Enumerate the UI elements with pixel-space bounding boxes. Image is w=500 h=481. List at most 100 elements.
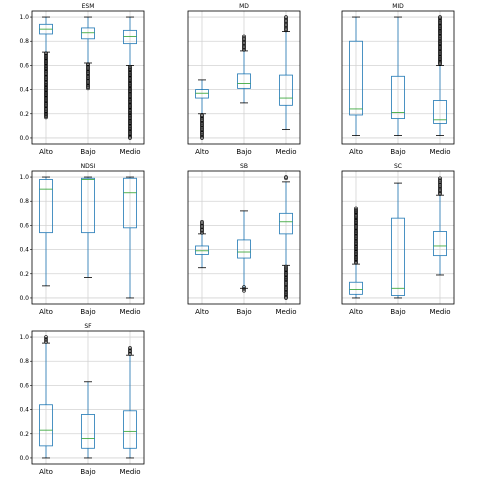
- outlier-point: [44, 58, 48, 63]
- outlier-point: [200, 127, 204, 131]
- panel-esm: 0.0 0.2 0.4 0.6 0.8 1.0 Alto Bajo Medio ESM: [19, 3, 145, 156]
- outlier-point: [438, 25, 442, 29]
- outlier-point: [354, 241, 358, 245]
- outlier-point: [44, 61, 48, 65]
- outlier-point: [128, 133, 132, 138]
- outlier-point: [242, 37, 246, 41]
- outlier-point: [44, 82, 48, 86]
- box-iqr: [433, 231, 447, 257]
- outlier-point: [354, 249, 358, 254]
- outlier-point: [284, 176, 288, 181]
- y-tick-label: 1.0: [19, 334, 29, 341]
- outlier-point: [284, 277, 288, 281]
- y-tick-label: 0.0: [19, 455, 29, 462]
- outlier-point: [128, 114, 132, 118]
- y-tick-label: 0.2: [19, 431, 29, 438]
- outlier-point: [354, 216, 358, 221]
- box-medio: [433, 176, 447, 276]
- outlier-point: [128, 82, 132, 86]
- outlier-point: [284, 20, 288, 25]
- outlier-point: [354, 215, 358, 219]
- outlier-point: [128, 112, 132, 117]
- outlier-point: [44, 84, 48, 89]
- outlier-point: [44, 106, 48, 111]
- outlier-point: [438, 45, 442, 49]
- outlier-point: [128, 75, 132, 80]
- outlier-point: [128, 128, 132, 133]
- panel-frame: [341, 10, 455, 145]
- outlier-point: [86, 68, 90, 73]
- x-tick-label: Alto: [39, 308, 53, 316]
- outlier-point: [128, 78, 132, 82]
- outlier-point: [438, 20, 442, 24]
- outlier-point: [284, 17, 288, 22]
- outlier-point: [128, 93, 132, 97]
- outlier-point: [128, 64, 132, 69]
- outlier-point: [128, 83, 132, 87]
- x-tick-label: Bajo: [236, 148, 251, 156]
- panel-frame: [31, 330, 145, 465]
- outlier-point: [354, 233, 358, 238]
- outlier-point: [354, 235, 358, 239]
- outlier-point: [128, 123, 132, 128]
- panel-title: NDSI: [81, 163, 96, 170]
- panel-title: SF: [84, 323, 92, 330]
- outlier-point: [438, 57, 442, 62]
- outlier-point: [44, 70, 48, 74]
- y-tick-label: 0.4: [19, 247, 29, 254]
- outlier-point: [128, 350, 132, 355]
- outlier-point: [44, 90, 48, 95]
- outlier-point: [128, 91, 132, 96]
- outlier-point: [438, 52, 442, 57]
- outlier-point: [284, 287, 288, 291]
- outlier-point: [354, 231, 358, 236]
- outlier-point: [128, 107, 132, 112]
- outlier-point: [44, 92, 48, 96]
- outlier-point: [44, 93, 48, 98]
- outlier-point: [128, 72, 132, 76]
- outlier-point: [354, 247, 358, 252]
- panel-sb: Alto Bajo Medio SB: [187, 163, 301, 316]
- outlier-point: [200, 117, 204, 121]
- x-tick-label: Alto: [349, 308, 363, 316]
- panel-frame: [187, 10, 301, 145]
- outlier-point: [354, 222, 358, 227]
- outlier-point: [284, 23, 288, 27]
- outlier-point: [242, 41, 246, 45]
- x-tick-label: Medio: [275, 308, 296, 316]
- outlier-point: [86, 86, 90, 91]
- box-iqr: [195, 89, 209, 99]
- outlier-point: [44, 94, 48, 99]
- outlier-point: [44, 110, 48, 115]
- outlier-point: [354, 238, 358, 243]
- outlier-point: [242, 287, 246, 291]
- outlier-point: [438, 36, 442, 40]
- outlier-point: [242, 38, 246, 43]
- outlier-point: [44, 111, 48, 116]
- outlier-point: [44, 81, 48, 85]
- outlier-point: [438, 47, 442, 52]
- y-tick-label: 0.8: [19, 38, 29, 45]
- outlier-point: [44, 83, 48, 88]
- box-alto: [195, 79, 209, 140]
- outlier-point: [284, 294, 288, 299]
- outlier-point: [354, 257, 358, 261]
- outlier-point: [44, 73, 48, 78]
- outlier-point: [354, 256, 358, 260]
- outlier-point: [200, 118, 204, 122]
- box-iqr: [39, 179, 53, 234]
- outlier-point: [284, 267, 288, 271]
- outlier-point: [354, 246, 358, 250]
- y-tick-label: 1.0: [19, 174, 29, 181]
- outlier-point: [284, 24, 288, 29]
- outlier-point: [438, 46, 442, 50]
- outlier-point: [128, 68, 132, 73]
- outlier-point: [44, 60, 48, 64]
- box-bajo: [391, 16, 405, 136]
- outlier-point: [128, 73, 132, 78]
- outlier-point: [242, 47, 246, 52]
- panel-title: ESM: [82, 3, 95, 10]
- panel-sc: Alto Bajo Medio SC: [341, 163, 455, 316]
- outlier-point: [128, 86, 132, 91]
- outlier-point: [200, 128, 204, 133]
